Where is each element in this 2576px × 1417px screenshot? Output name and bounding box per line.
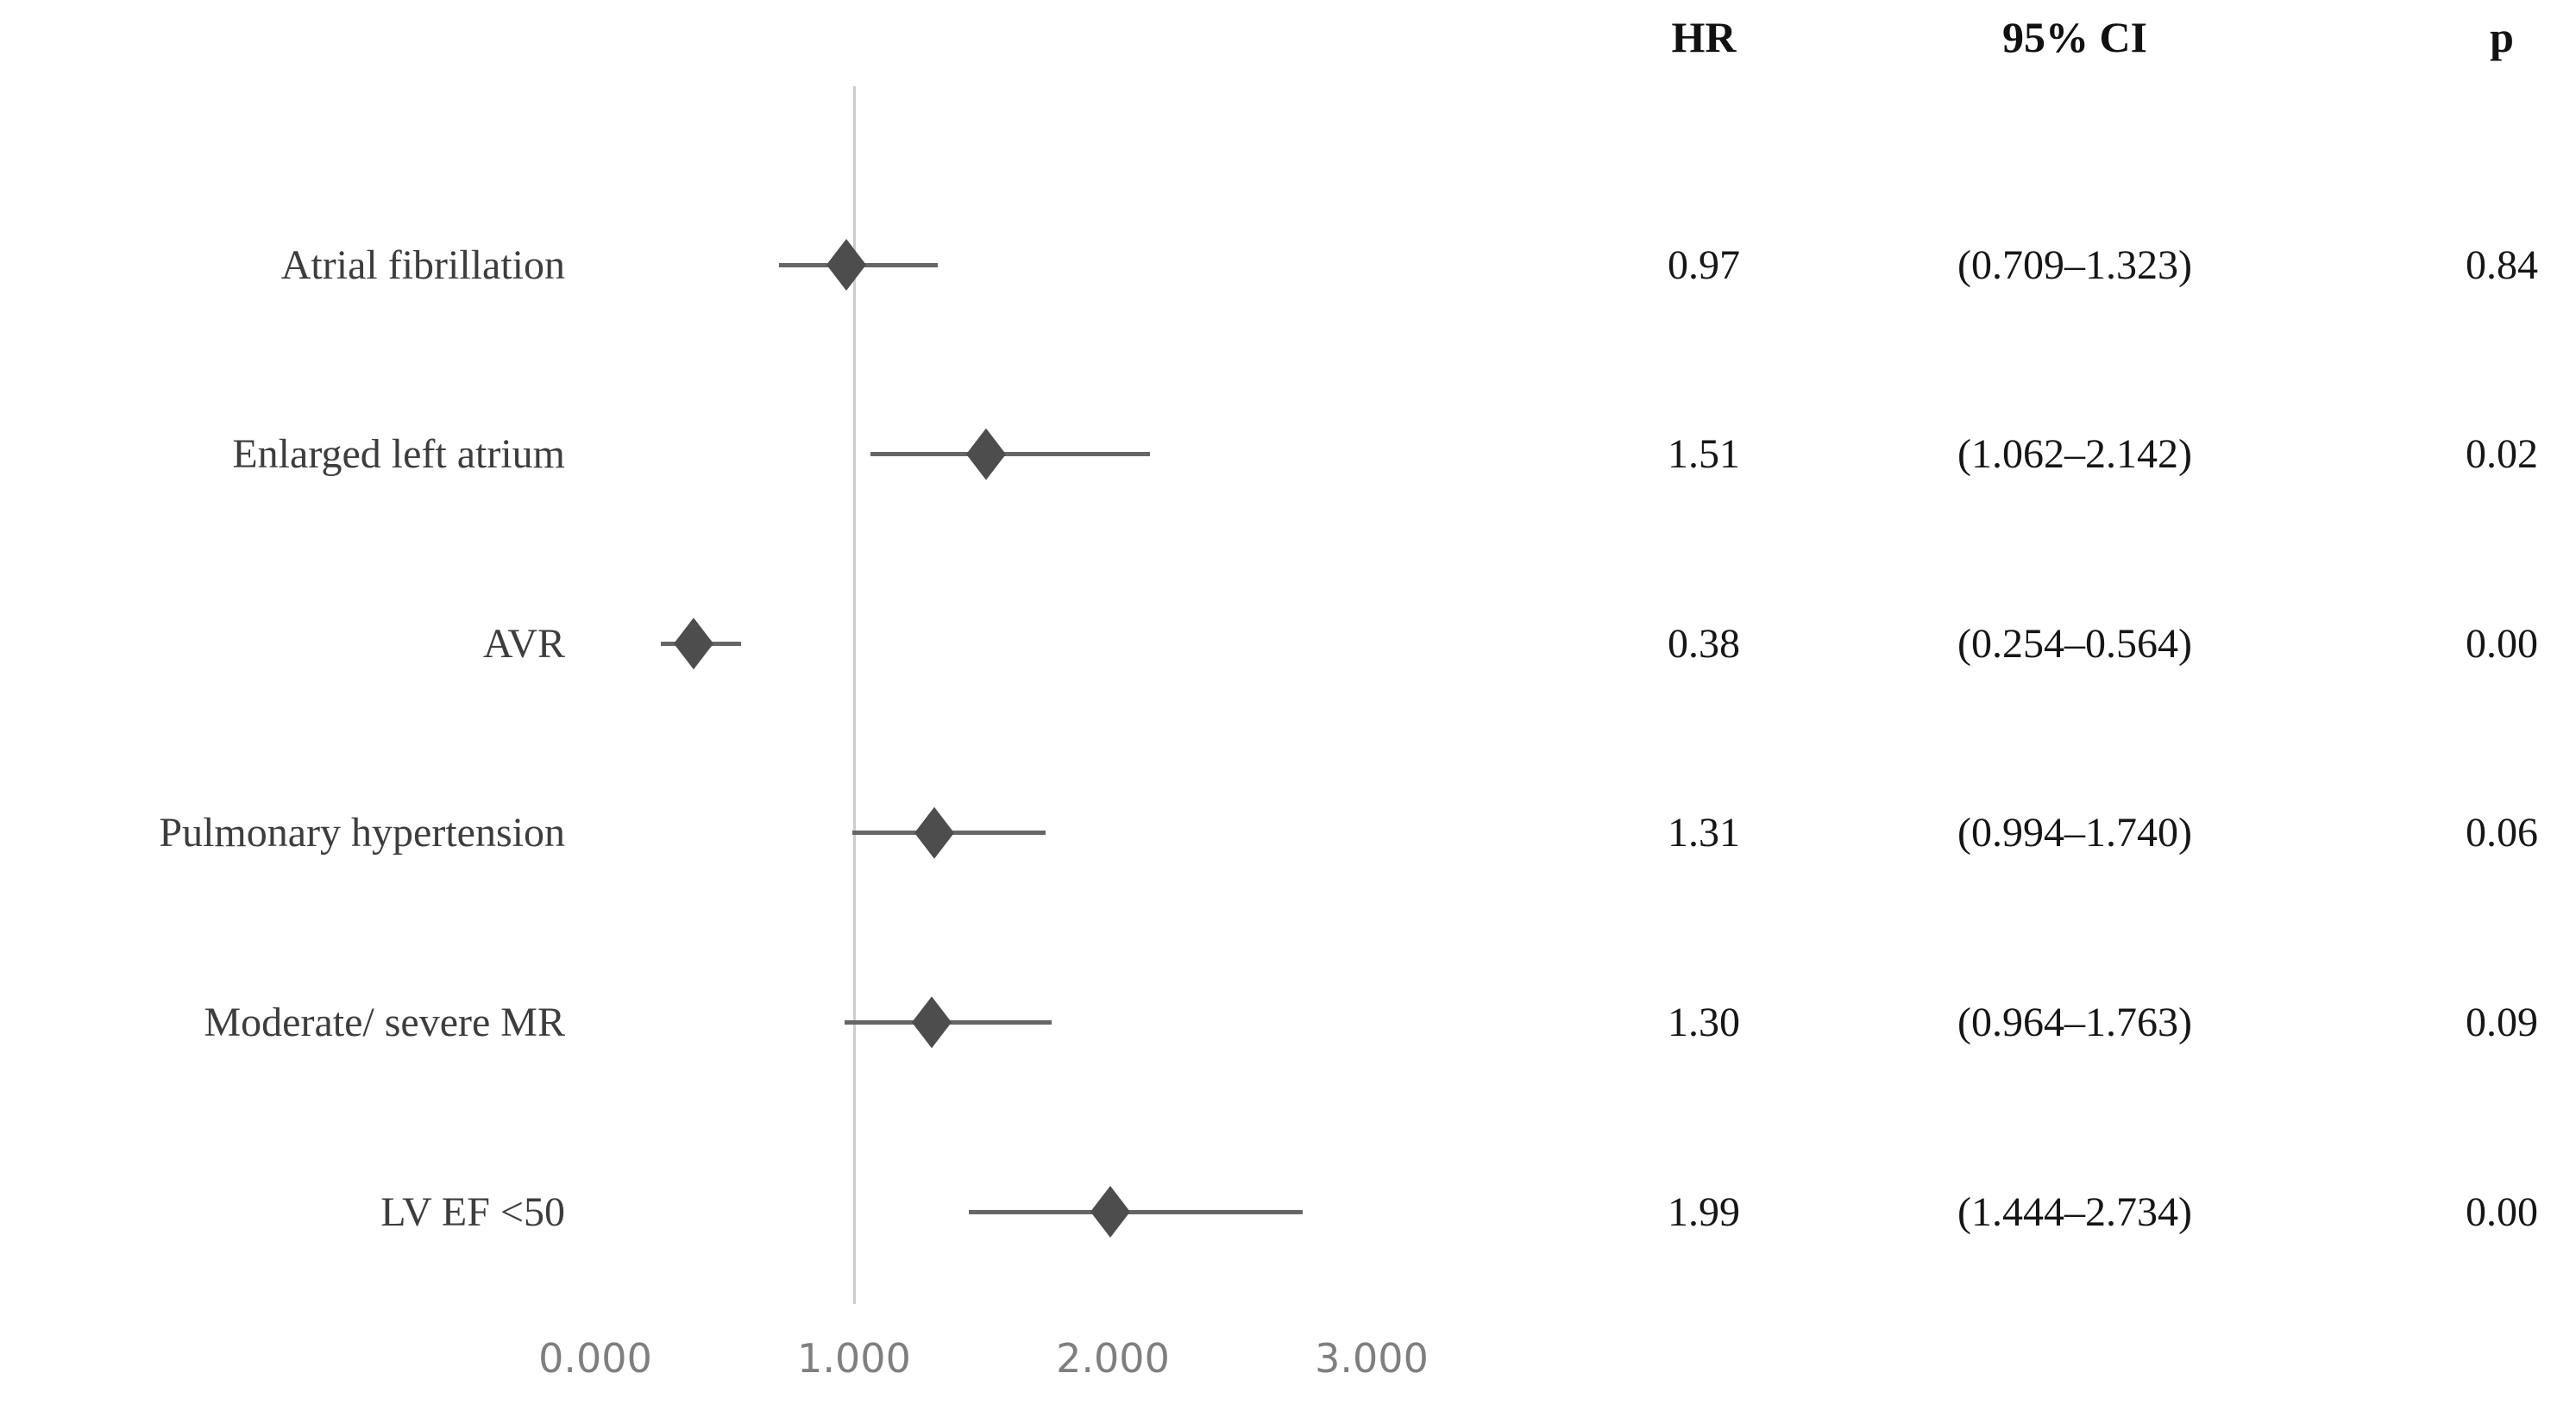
hr-marker-diamond xyxy=(674,618,713,670)
hr-value: 0.38 xyxy=(1668,620,1740,667)
hr-value: 1.99 xyxy=(1668,1188,1740,1235)
ci-value: (0.964–1.763) xyxy=(1957,999,2192,1045)
ci-line xyxy=(969,1209,1304,1214)
column-header-hr: HR xyxy=(1671,13,1737,61)
row-label: AVR xyxy=(482,620,565,667)
row-label: LV EF <50 xyxy=(380,1188,565,1235)
p-value: 0.06 xyxy=(2466,810,2538,856)
ci-value: (0.254–0.564) xyxy=(1957,620,2192,667)
hr-value: 1.30 xyxy=(1668,999,1740,1045)
column-header-95ci: 95% CI xyxy=(2001,13,2148,61)
hr-value: 1.31 xyxy=(1668,810,1740,856)
hr-marker-diamond xyxy=(914,806,954,859)
ci-value: (1.444–2.734) xyxy=(1957,1188,2192,1235)
axis-tick-label: 1.000 xyxy=(797,1335,911,1382)
hr-marker-diamond xyxy=(1090,1186,1130,1238)
axis-tick-label: 0.000 xyxy=(538,1335,652,1382)
ci-value: (0.709–1.323) xyxy=(1957,241,2192,288)
ci-value: (1.062–2.142) xyxy=(1957,431,2192,478)
row-label: Pulmonary hypertension xyxy=(159,810,565,856)
reference-line xyxy=(852,86,856,1304)
column-header-p: p xyxy=(2490,13,2514,61)
hr-value: 0.97 xyxy=(1668,241,1740,288)
p-value: 0.00 xyxy=(2466,620,2538,667)
axis-tick-label: 3.000 xyxy=(1315,1335,1429,1382)
row-label: Atrial fibrillation xyxy=(280,241,565,288)
row-label: Enlarged left atrium xyxy=(232,431,565,478)
row-label: Moderate/ severe MR xyxy=(204,999,565,1045)
axis-tick-label: 2.000 xyxy=(1056,1335,1170,1382)
ci-line xyxy=(870,452,1150,457)
p-value: 0.02 xyxy=(2466,431,2538,478)
p-value: 0.00 xyxy=(2466,1188,2538,1235)
hr-marker-diamond xyxy=(966,428,1006,480)
hr-marker-diamond xyxy=(912,996,952,1049)
p-value: 0.84 xyxy=(2466,241,2538,288)
hr-marker-diamond xyxy=(826,239,866,291)
ci-value: (0.994–1.740) xyxy=(1957,810,2192,856)
hr-value: 1.51 xyxy=(1668,431,1740,478)
p-value: 0.09 xyxy=(2466,999,2538,1045)
